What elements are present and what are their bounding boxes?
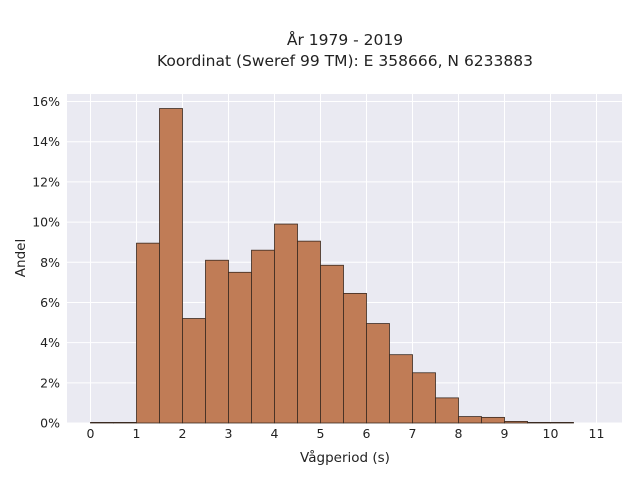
x-tick-label: 9: [501, 426, 509, 441]
y-tick-label: 10%: [32, 215, 60, 230]
histogram-bar: [435, 397, 459, 424]
y-tick-label: 4%: [40, 335, 60, 350]
x-tick-label: 5: [317, 426, 325, 441]
histogram-bar: [113, 421, 137, 424]
chart-title-line2: Koordinat (Sweref 99 TM): E 358666, N 62…: [157, 52, 533, 70]
histogram-bar: [251, 249, 275, 424]
x-axis-label: Vågperiod (s): [300, 449, 390, 466]
histogram-bar: [228, 271, 252, 424]
x-tick-label: 10: [543, 426, 559, 441]
x-tick-label: 2: [179, 426, 187, 441]
x-tick-label: 0: [87, 426, 95, 441]
histogram-bar: [412, 372, 436, 424]
histogram-bar: [320, 264, 344, 424]
x-tick-label: 8: [455, 426, 463, 441]
histogram-bar: [527, 421, 551, 424]
histogram-bar: [136, 242, 160, 424]
histogram-bar: [550, 421, 574, 424]
histogram-bar: [297, 240, 321, 424]
histogram-bar: [182, 318, 206, 424]
y-tick-label: 2%: [40, 375, 60, 390]
x-tick-label: 11: [589, 426, 605, 441]
x-tick-label: 1: [133, 426, 141, 441]
y-tick-label: 14%: [32, 134, 60, 149]
histogram-bar: [504, 420, 528, 424]
y-axis-label: Andel: [13, 239, 29, 277]
histogram-bar: [458, 416, 482, 424]
histogram-bar: [90, 421, 114, 424]
y-tick-labels: 0% 2% 4% 6% 8% 10% 12% 14% 16%: [32, 94, 60, 431]
y-tick-label: 12%: [32, 174, 60, 189]
y-tick-label: 6%: [40, 295, 60, 310]
x-tick-labels: 0 1 2 3 4 5 6 7 8 9 10 11: [87, 426, 605, 441]
y-tick-label: 8%: [40, 255, 60, 270]
x-tick-label: 4: [271, 426, 279, 441]
histogram-bar: [481, 416, 505, 424]
y-tick-label: 16%: [32, 94, 60, 109]
histogram-bar: [159, 108, 183, 424]
histogram-bar: [343, 292, 367, 424]
chart-title-line1: År 1979 - 2019: [287, 30, 403, 49]
histogram-bar: [205, 259, 229, 424]
histogram-bar: [389, 354, 413, 424]
histogram-bar: [366, 323, 390, 424]
x-tick-label: 6: [363, 426, 371, 441]
y-tick-label: 0%: [40, 416, 60, 431]
histogram-bar: [274, 223, 298, 424]
x-tick-label: 3: [225, 426, 233, 441]
bars: [90, 108, 574, 424]
x-tick-label: 7: [409, 426, 417, 441]
